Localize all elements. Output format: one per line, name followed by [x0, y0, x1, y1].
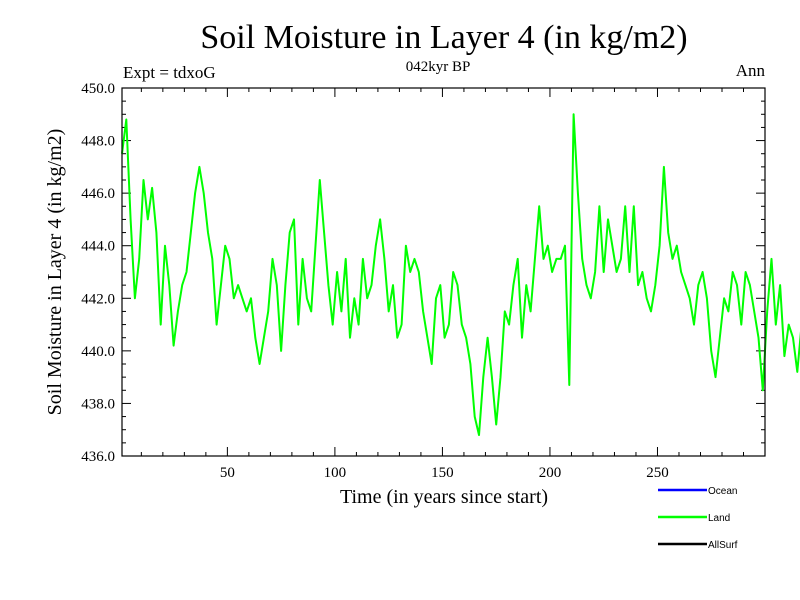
- y-tick-labels: 436.0 438.0 440.0 442.0 444.0 446.0 448.0 450.0: [81, 81, 115, 465]
- y-tick-label: 450.0: [81, 81, 115, 97]
- y-tick-label: 436.0: [81, 449, 115, 465]
- x-tick-label: 50: [220, 465, 235, 481]
- chart-title: Soil Moisture in Layer 4 (in kg/m2): [200, 19, 687, 56]
- y-tick-label: 444.0: [81, 239, 115, 255]
- legend-label-ocean: Ocean: [708, 486, 737, 497]
- x-tick-labels: 50 100 150 200 250: [220, 465, 669, 481]
- y-tick-label: 438.0: [81, 396, 115, 412]
- y-tick-label: 446.0: [81, 186, 115, 202]
- x-tick-label: 200: [539, 465, 562, 481]
- series-line-land: [121, 113, 800, 436]
- series-group: [121, 113, 800, 436]
- x-tick-label: 250: [646, 465, 669, 481]
- x-tick-label: 100: [324, 465, 347, 481]
- legend-label-allsurf: AllSurf: [708, 540, 738, 551]
- y-tick-label: 440.0: [81, 344, 115, 360]
- chart-subtitle: 042kyr BP: [406, 59, 471, 75]
- x-tick-label: 150: [431, 465, 454, 481]
- experiment-label: Expt = tdxoG: [123, 63, 216, 82]
- axis-ticks: [122, 87, 766, 457]
- period-label: Ann: [736, 61, 766, 80]
- x-axis-label: Time (in years since start): [340, 486, 548, 508]
- legend: Ocean Land AllSurf: [658, 486, 738, 551]
- y-axis-label: Soil Moisture in Layer 4 (in kg/m2): [44, 129, 66, 416]
- y-tick-label: 442.0: [81, 291, 115, 307]
- legend-label-land: Land: [708, 513, 730, 524]
- plot-frame: [121, 87, 766, 457]
- y-tick-label: 448.0: [81, 134, 115, 150]
